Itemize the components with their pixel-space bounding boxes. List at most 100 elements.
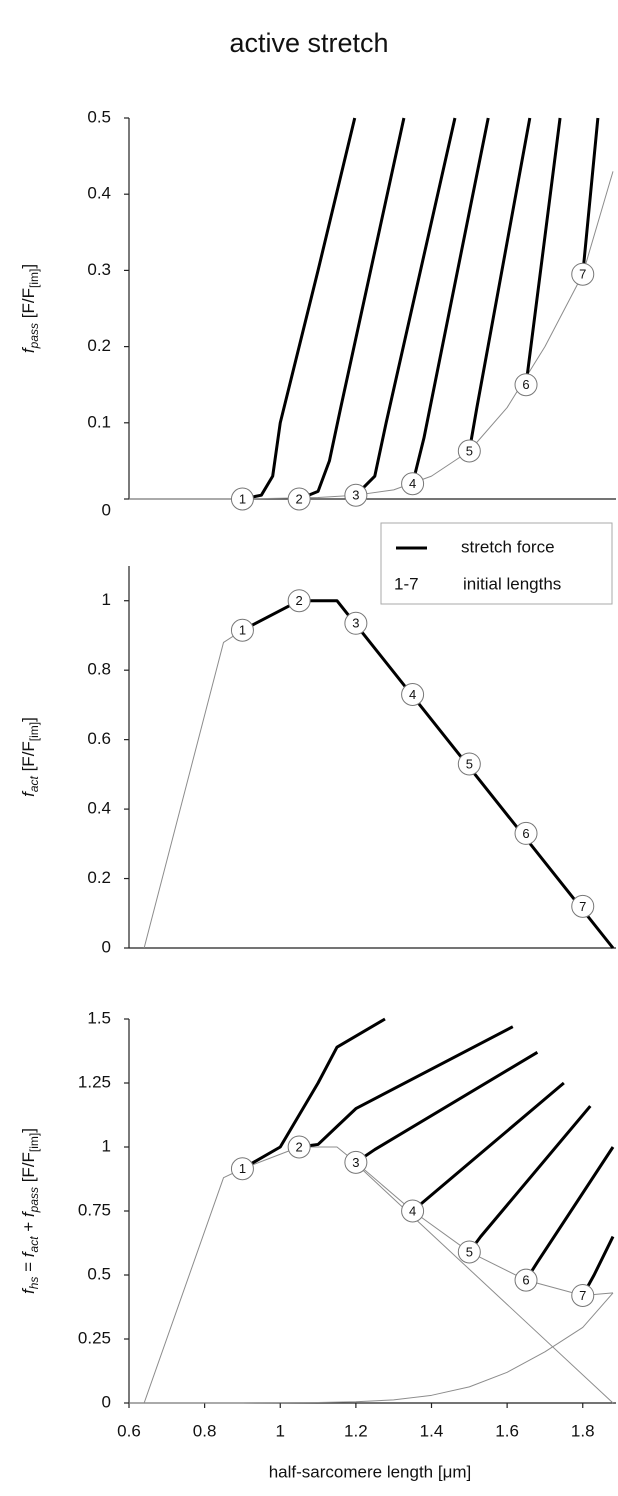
chart-title: active stretch: [229, 28, 388, 58]
y-tick-label: 0.5: [87, 107, 111, 126]
length-marker: [401, 682, 425, 706]
y-axis-label-part: [F/F: [19, 741, 38, 776]
y-axis-label-part: pass: [27, 1187, 41, 1213]
length-marker-label: 4: [409, 476, 416, 491]
y-tick-label: 0.4: [87, 799, 111, 818]
y-axis-label-part: f: [19, 1210, 38, 1217]
y-axis-label-part: ]: [19, 1128, 38, 1133]
x-axis-label: half-sarcomere length [μm]: [269, 1462, 472, 1481]
y-axis-label-part: pass: [27, 323, 41, 349]
curve: [355, 1163, 614, 1404]
y-axis-label: fact [F/F[im]]: [19, 717, 41, 797]
length-marker: [287, 487, 311, 511]
y-tick-label: 0: [102, 1392, 111, 1411]
y-axis-label-part: ]: [19, 264, 38, 269]
y-axis-label-part: act: [27, 775, 41, 792]
length-marker: [401, 1199, 425, 1223]
y-tick-label: 1.25: [78, 1072, 111, 1091]
y-axis-label-part: act: [27, 1236, 41, 1253]
y-tick-label: 1.5: [87, 1008, 111, 1027]
length-marker: [571, 1283, 595, 1307]
y-tick-label: 0.4: [87, 184, 111, 203]
y-tick-label: 0.8: [87, 660, 111, 679]
x-tick-label: 1.2: [344, 1421, 368, 1440]
x-tick-label: 1.6: [495, 1421, 519, 1440]
y-axis-label-part: [im]: [27, 722, 41, 741]
y-axis-label-part: hs: [27, 1277, 41, 1290]
y-axis-label-part: f: [19, 790, 38, 797]
length-marker: [401, 472, 425, 496]
legend-box: [380, 522, 613, 605]
y-tick-label: 0.1: [87, 412, 111, 431]
length-marker-label: 3: [352, 488, 359, 503]
y-axis-label-part: [F/F: [19, 288, 38, 323]
length-marker: [571, 262, 595, 286]
length-marker-label: 6: [522, 377, 529, 392]
y-tick-label: 1: [102, 1136, 111, 1155]
y-tick-label: 1: [102, 590, 111, 609]
y-axis-label-part: [im]: [27, 1133, 41, 1152]
curve: [129, 1292, 614, 1404]
length-marker: [514, 1268, 538, 1292]
x-tick-label: 1.8: [571, 1421, 595, 1440]
y-axis-label-part: [F/F: [19, 1152, 38, 1187]
x-tick-label: 1.4: [420, 1421, 444, 1440]
length-marker-label: 6: [522, 1273, 529, 1288]
length-marker-label: 5: [466, 756, 473, 771]
length-marker: [514, 373, 538, 397]
legend-symbol: 1-7: [394, 574, 419, 593]
y-axis-label-part: f: [19, 1287, 38, 1294]
y-axis-label-part: f: [19, 346, 38, 353]
legend-label: stretch force: [461, 537, 555, 556]
length-marker: [344, 483, 368, 507]
length-marker: [571, 894, 595, 918]
y-axis-label-part: =: [19, 1257, 38, 1276]
y-axis-label-part: ]: [19, 717, 38, 722]
length-marker: [344, 1150, 368, 1174]
y-tick-label: 0.6: [87, 729, 111, 748]
length-marker-label: 1: [239, 623, 246, 638]
y-axis-label-part: [im]: [27, 269, 41, 288]
y-axis-label-part: f: [19, 1250, 38, 1257]
y-tick-label: 0.25: [78, 1328, 111, 1347]
y-tick-label: 0.2: [87, 336, 111, 355]
y-axis-label-part: +: [19, 1217, 38, 1236]
length-marker-label: 5: [466, 1244, 473, 1259]
x-tick-label: 0.8: [193, 1421, 217, 1440]
length-marker: [457, 439, 481, 463]
length-marker-label: 1: [239, 1161, 246, 1176]
length-marker-label: 1: [239, 491, 246, 506]
length-marker-label: 7: [579, 1288, 586, 1303]
length-marker-label: 3: [352, 616, 359, 631]
length-marker: [230, 1157, 254, 1181]
length-marker: [457, 752, 481, 776]
length-marker: [344, 611, 368, 635]
length-marker-label: 2: [296, 491, 303, 506]
curve: [241, 1017, 615, 1297]
length-marker-label: 3: [352, 1155, 359, 1170]
curve: [241, 599, 615, 949]
length-marker: [287, 1135, 311, 1159]
curve: [129, 171, 614, 500]
length-marker: [287, 589, 311, 613]
y-tick-label: 0.2: [87, 868, 111, 887]
length-marker-label: 2: [296, 1139, 303, 1154]
curve: [143, 629, 243, 949]
length-marker-label: 7: [579, 267, 586, 282]
y-tick-label: 0: [102, 500, 111, 519]
length-marker-label: 5: [466, 443, 473, 458]
length-marker: [514, 821, 538, 845]
y-axis-label: fhs = fact + fpass [F/F[im]]: [19, 1128, 41, 1294]
length-marker-label: 7: [579, 899, 586, 914]
y-axis-label: fpass [F/F[im]]: [19, 264, 41, 353]
y-tick-label: 0.75: [78, 1200, 111, 1219]
y-tick-label: 0.5: [87, 1264, 111, 1283]
length-marker: [230, 487, 254, 511]
length-marker-label: 4: [409, 1203, 416, 1218]
length-marker: [457, 1240, 481, 1264]
stretch-line: [242, 117, 600, 501]
y-tick-label: 0.3: [87, 260, 111, 279]
length-marker-label: 2: [296, 593, 303, 608]
y-tick-label: 0: [102, 937, 111, 956]
